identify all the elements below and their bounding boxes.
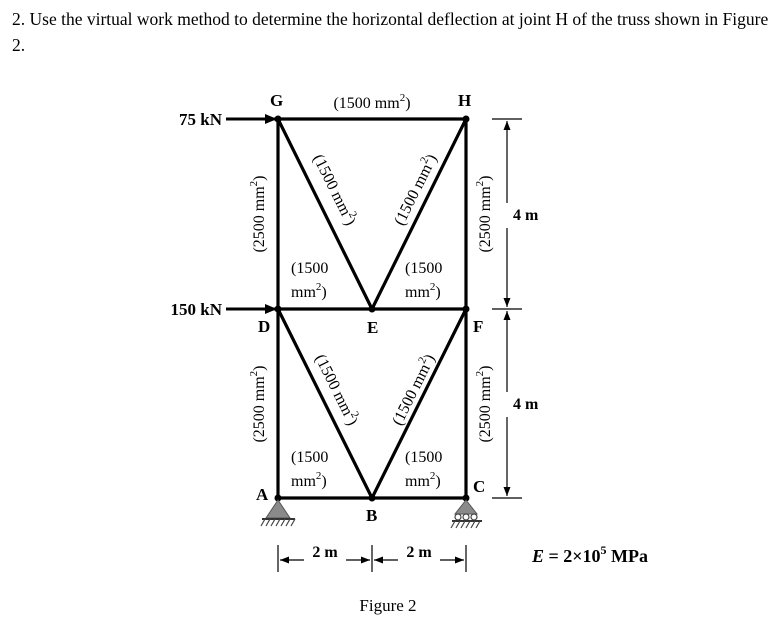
joint-C xyxy=(462,494,470,502)
area-label-hf: (2500 mm2) xyxy=(474,175,494,252)
node-label-c: C xyxy=(473,477,485,496)
area-label-fc: (2500 mm2) xyxy=(474,365,494,442)
joint-F xyxy=(462,305,470,313)
node-label-h: H xyxy=(458,91,471,110)
area-label-de: (1500 mm2) xyxy=(291,260,328,301)
area-label-ef: (1500 mm2) xyxy=(405,260,442,301)
question-text: 2. Use the virtual work method to determ… xyxy=(12,9,769,55)
area-label-ab: (1500 mm2) xyxy=(291,449,328,490)
area-label-da: (2500 mm2) xyxy=(248,365,268,442)
node-label-d: D xyxy=(258,317,270,336)
member-GE xyxy=(276,117,374,311)
pin-support-a xyxy=(260,499,296,527)
member-HE xyxy=(370,117,468,311)
roller-support-c xyxy=(450,499,482,529)
load-label-middle: 150 kN xyxy=(171,300,223,319)
area-label-gh: (1500 mm2) xyxy=(333,92,410,112)
svg-text:mm2): mm2) xyxy=(291,281,327,301)
svg-text:mm2): mm2) xyxy=(291,470,327,490)
svg-text:(1500: (1500 xyxy=(405,449,442,466)
dimension-label-lower: 4 m xyxy=(513,396,539,413)
node-label-f: F xyxy=(473,317,483,336)
svg-text:mm2): mm2) xyxy=(405,281,441,301)
elastic-modulus: E = 2×105 MPa xyxy=(531,543,648,566)
joint-A xyxy=(274,494,282,502)
svg-text:(1500: (1500 xyxy=(291,449,328,466)
joint-H xyxy=(462,115,470,123)
area-label-bc: (1500 mm2) xyxy=(405,449,442,490)
dimension-vertical xyxy=(492,118,522,499)
node-label-b: B xyxy=(366,506,377,525)
member-FB xyxy=(370,307,468,500)
dimension-label-left: 2 m xyxy=(312,544,338,561)
dimension-horizontal xyxy=(277,545,467,572)
dimension-label-upper: 4 m xyxy=(513,207,539,224)
area-label-ge: (1500 mm2) xyxy=(309,150,361,228)
load-label-top: 75 kN xyxy=(179,110,223,129)
member-DB xyxy=(276,307,374,500)
joint-B xyxy=(368,494,376,502)
area-label-gd: (2500 mm2) xyxy=(248,175,268,252)
node-label-e: E xyxy=(367,318,378,337)
node-label-g: G xyxy=(270,91,283,110)
dimension-label-right: 2 m xyxy=(406,544,432,561)
joint-E xyxy=(368,305,376,313)
svg-text:(1500: (1500 xyxy=(405,260,442,277)
node-label-a: A xyxy=(256,485,269,504)
svg-text:(1500: (1500 xyxy=(291,260,328,277)
svg-text:mm2): mm2) xyxy=(405,470,441,490)
figure-caption: Figure 2 xyxy=(359,596,416,615)
